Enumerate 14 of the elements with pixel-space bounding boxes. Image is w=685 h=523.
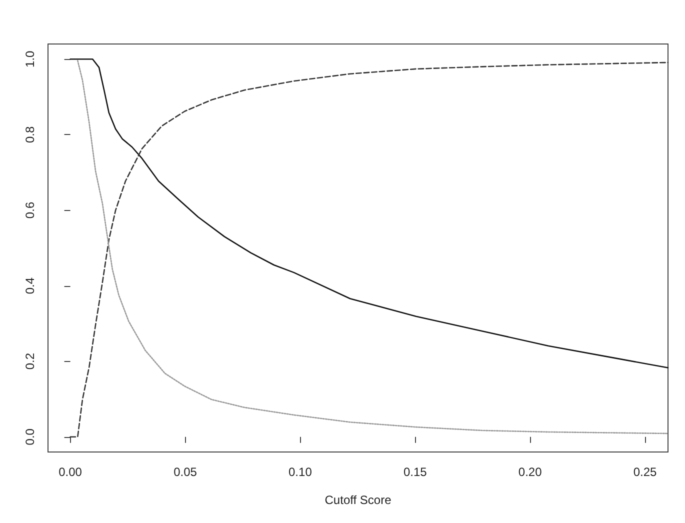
x-tick-label: 0.00	[58, 465, 82, 479]
y-tick-label: 0.0	[23, 428, 37, 446]
line-series	[70, 58, 669, 368]
y-tick-label: 1.0	[23, 50, 37, 68]
x-tick-label: 0.05	[174, 465, 198, 479]
x-tick-label: 0.10	[288, 465, 312, 479]
x-tick-label: 0.20	[518, 465, 542, 479]
y-tick-label: 0.4	[23, 277, 37, 294]
y-tick-label: 0.8	[23, 126, 37, 144]
y-tick-label: 0.6	[23, 202, 37, 219]
x-tick-label: 0.25	[633, 465, 658, 479]
x-tick-label: 0.15	[403, 465, 428, 479]
x-axis-title: Cutoff Score	[324, 493, 392, 507]
y-tick-label: 0.2	[23, 352, 37, 370]
